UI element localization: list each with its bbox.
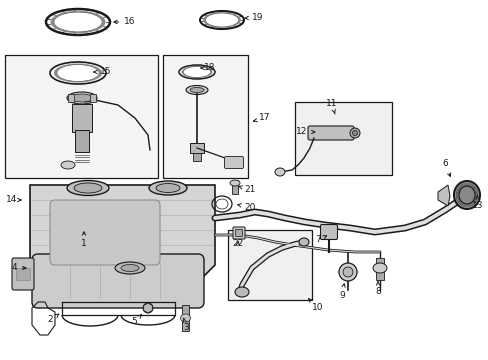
Text: 10: 10	[308, 298, 323, 312]
Text: 6: 6	[441, 159, 450, 176]
Text: 2: 2	[47, 314, 59, 324]
Text: 14: 14	[6, 195, 21, 204]
Ellipse shape	[61, 161, 75, 169]
Ellipse shape	[235, 287, 248, 297]
Bar	[375, 258, 383, 280]
Bar	[182, 305, 189, 331]
Text: 16: 16	[114, 18, 136, 27]
Ellipse shape	[352, 130, 357, 135]
FancyBboxPatch shape	[224, 157, 243, 168]
Bar	[90, 94, 96, 102]
Ellipse shape	[71, 94, 93, 102]
Text: 3: 3	[183, 318, 188, 333]
Bar	[227, 230, 311, 300]
Ellipse shape	[54, 63, 102, 82]
Ellipse shape	[183, 67, 210, 77]
FancyBboxPatch shape	[307, 126, 353, 140]
Bar	[5, 55, 158, 178]
Ellipse shape	[142, 303, 153, 313]
Ellipse shape	[203, 12, 241, 28]
Ellipse shape	[181, 66, 212, 78]
Ellipse shape	[121, 265, 139, 271]
Ellipse shape	[149, 181, 186, 195]
Ellipse shape	[298, 238, 308, 246]
Text: 7: 7	[314, 235, 326, 244]
Ellipse shape	[453, 181, 479, 209]
Polygon shape	[437, 185, 449, 206]
FancyBboxPatch shape	[235, 230, 242, 237]
Ellipse shape	[338, 263, 356, 281]
Bar	[72, 104, 92, 132]
Bar	[68, 94, 74, 102]
Ellipse shape	[372, 263, 386, 273]
Text: 12: 12	[296, 127, 314, 136]
FancyBboxPatch shape	[32, 254, 203, 308]
FancyBboxPatch shape	[12, 258, 34, 290]
Text: 18: 18	[201, 63, 215, 72]
Ellipse shape	[229, 180, 240, 186]
Bar	[193, 153, 201, 161]
Text: 8: 8	[374, 282, 380, 297]
Ellipse shape	[54, 12, 102, 32]
Text: 13: 13	[471, 195, 483, 210]
Text: 4: 4	[11, 264, 26, 273]
Ellipse shape	[74, 183, 102, 193]
Ellipse shape	[67, 180, 109, 195]
Ellipse shape	[156, 184, 180, 193]
Ellipse shape	[67, 92, 97, 104]
Ellipse shape	[349, 128, 359, 138]
Ellipse shape	[274, 168, 285, 176]
Text: 19: 19	[244, 13, 263, 22]
Bar	[163, 55, 247, 178]
Ellipse shape	[458, 186, 474, 204]
Bar	[190, 143, 203, 153]
Text: 1: 1	[81, 232, 87, 248]
Text: 15: 15	[94, 68, 112, 77]
Ellipse shape	[190, 87, 203, 93]
Bar	[231, 180, 238, 194]
FancyBboxPatch shape	[320, 225, 337, 239]
Text: 9: 9	[339, 284, 345, 300]
Polygon shape	[30, 185, 215, 280]
Bar	[75, 130, 89, 152]
Bar	[16, 268, 30, 280]
Text: 22: 22	[232, 239, 243, 248]
Text: 20: 20	[237, 202, 255, 211]
Ellipse shape	[115, 262, 145, 274]
Ellipse shape	[205, 13, 238, 27]
Bar	[294, 102, 391, 175]
Ellipse shape	[57, 65, 99, 81]
Ellipse shape	[180, 314, 190, 322]
Ellipse shape	[185, 85, 207, 94]
Ellipse shape	[50, 11, 105, 33]
Text: 17: 17	[253, 113, 270, 122]
FancyBboxPatch shape	[232, 227, 244, 239]
FancyBboxPatch shape	[50, 200, 160, 265]
Text: 11: 11	[325, 99, 337, 114]
Ellipse shape	[342, 267, 352, 277]
Text: 21: 21	[238, 185, 255, 194]
Text: 5: 5	[131, 314, 142, 327]
